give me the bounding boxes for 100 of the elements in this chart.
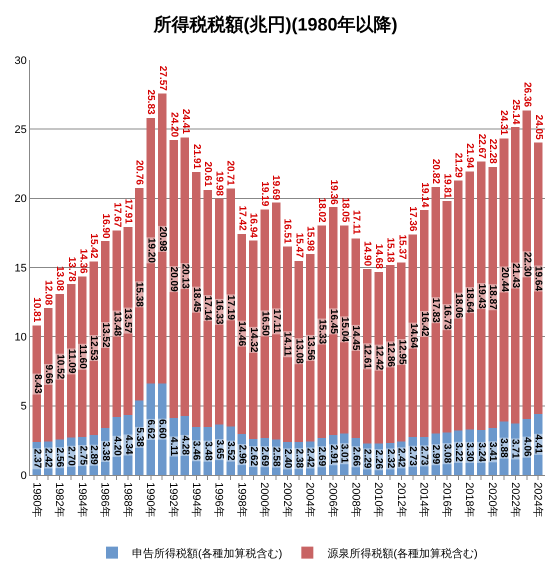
data-label: 2.38: [293, 448, 304, 469]
bar: [90, 262, 98, 436]
data-label: 3.88: [498, 438, 510, 458]
data-label: 20.44: [498, 266, 510, 292]
x-tick-label: 1998年: [235, 482, 248, 518]
data-label: 2.42: [396, 448, 407, 468]
data-label: 14.45: [350, 325, 362, 351]
data-label: 3.46: [190, 440, 202, 461]
bar: [192, 172, 201, 428]
data-label: 8.43: [32, 374, 43, 394]
bar: [328, 207, 338, 435]
data-label: 2.96: [236, 444, 248, 465]
bar: [340, 225, 349, 434]
bar: [306, 254, 315, 442]
bar: [260, 210, 269, 438]
total-label: 21.91: [190, 144, 202, 170]
y-tick-label: 0: [20, 470, 27, 482]
bar: [511, 127, 520, 424]
data-label: 15.38: [134, 282, 145, 308]
total-label: 17.36: [407, 206, 418, 232]
data-label: 2.75: [77, 446, 88, 466]
x-tick-label: 2022年: [508, 482, 521, 518]
data-label: 13.52: [100, 322, 111, 348]
data-label: 3.71: [510, 438, 521, 459]
x-tick-label: 2002年: [280, 482, 293, 518]
data-label: 13.48: [111, 311, 122, 337]
bar: [294, 261, 304, 442]
bar: [386, 265, 394, 443]
bar: [55, 294, 64, 440]
data-label: 14.64: [408, 323, 419, 349]
data-label: 4.20: [112, 436, 123, 456]
x-tick-label: 2006年: [326, 482, 339, 518]
total-label: 13.08: [54, 266, 66, 292]
data-label: 2.91: [328, 444, 339, 465]
bar: [272, 202, 280, 440]
data-label: 19.20: [145, 238, 156, 264]
bar: [476, 161, 486, 430]
data-label: 21.43: [510, 263, 521, 289]
data-label: 3.65: [214, 440, 225, 460]
bar: [397, 262, 406, 442]
data-label: 2.42: [304, 448, 316, 468]
data-label: 11.60: [77, 344, 88, 370]
total-label: 24.20: [168, 112, 180, 138]
data-label: 16.45: [328, 308, 340, 334]
data-label: 2.73: [406, 446, 418, 466]
bar: [283, 246, 292, 442]
data-label: 16.33: [214, 299, 225, 325]
data-label: 16.73: [442, 304, 453, 330]
data-label: 20.13: [180, 264, 191, 290]
data-label: 14.11: [282, 332, 293, 357]
bar: [374, 272, 383, 444]
total-label: 21.29: [452, 152, 464, 178]
y-tick-label: 30: [14, 54, 27, 67]
bar: [135, 188, 144, 401]
bar: [249, 240, 258, 439]
data-label: 3.24: [476, 442, 487, 462]
total-label: 19.19: [258, 181, 270, 207]
data-label: 17.19: [224, 294, 236, 320]
data-label: 4.34: [122, 434, 134, 455]
total-label: 15.98: [304, 226, 316, 252]
data-label: 2.69: [259, 446, 270, 467]
data-label: 2.66: [350, 446, 362, 467]
legend-label: 申告所得税額(各種加算税含む): [132, 546, 282, 560]
x-tick-label: 1980年: [30, 482, 42, 518]
total-label: 15.37: [396, 234, 408, 260]
x-tick-label: 1984年: [76, 482, 88, 518]
total-label: 12.08: [42, 280, 54, 306]
data-label: 14.32: [248, 327, 260, 353]
data-label: 13.57: [122, 308, 134, 334]
bar: [112, 230, 121, 417]
x-tick-label: 2000年: [258, 482, 270, 518]
chart-title: 所得税税額(兆円)(1980年以降): [152, 14, 398, 34]
data-label: 12.86: [385, 342, 396, 368]
data-label: 18.87: [486, 284, 498, 310]
total-label: 17.42: [236, 206, 248, 232]
bar: [214, 198, 224, 425]
x-tick-label: 1982年: [53, 482, 66, 518]
data-label: 3.48: [202, 441, 214, 462]
total-label: 16.90: [100, 214, 111, 239]
x-tick-label: 1986年: [98, 482, 111, 518]
data-label: 13.08: [294, 338, 304, 364]
total-label: 14.68: [373, 244, 384, 270]
x-tick-label: 2008年: [349, 482, 362, 518]
data-label: 4.06: [522, 437, 533, 458]
total-label: 20.76: [134, 160, 145, 186]
bar: [44, 308, 52, 442]
data-label: 2.37: [31, 448, 42, 469]
data-label: 12.95: [396, 340, 408, 365]
bar: [146, 118, 156, 384]
data-label: 3.08: [442, 444, 453, 464]
total-label: 25.83: [145, 90, 156, 116]
bar: [431, 186, 440, 434]
data-label: 14.46: [236, 321, 247, 347]
data-label: 18.06: [452, 293, 464, 319]
data-label: 4.41: [532, 434, 544, 454]
bar: [203, 190, 212, 427]
total-label: 16.51: [282, 218, 293, 244]
total-label: 18.05: [339, 197, 350, 223]
total-label: 24.41: [180, 108, 191, 134]
data-label: 4.28: [179, 435, 190, 456]
